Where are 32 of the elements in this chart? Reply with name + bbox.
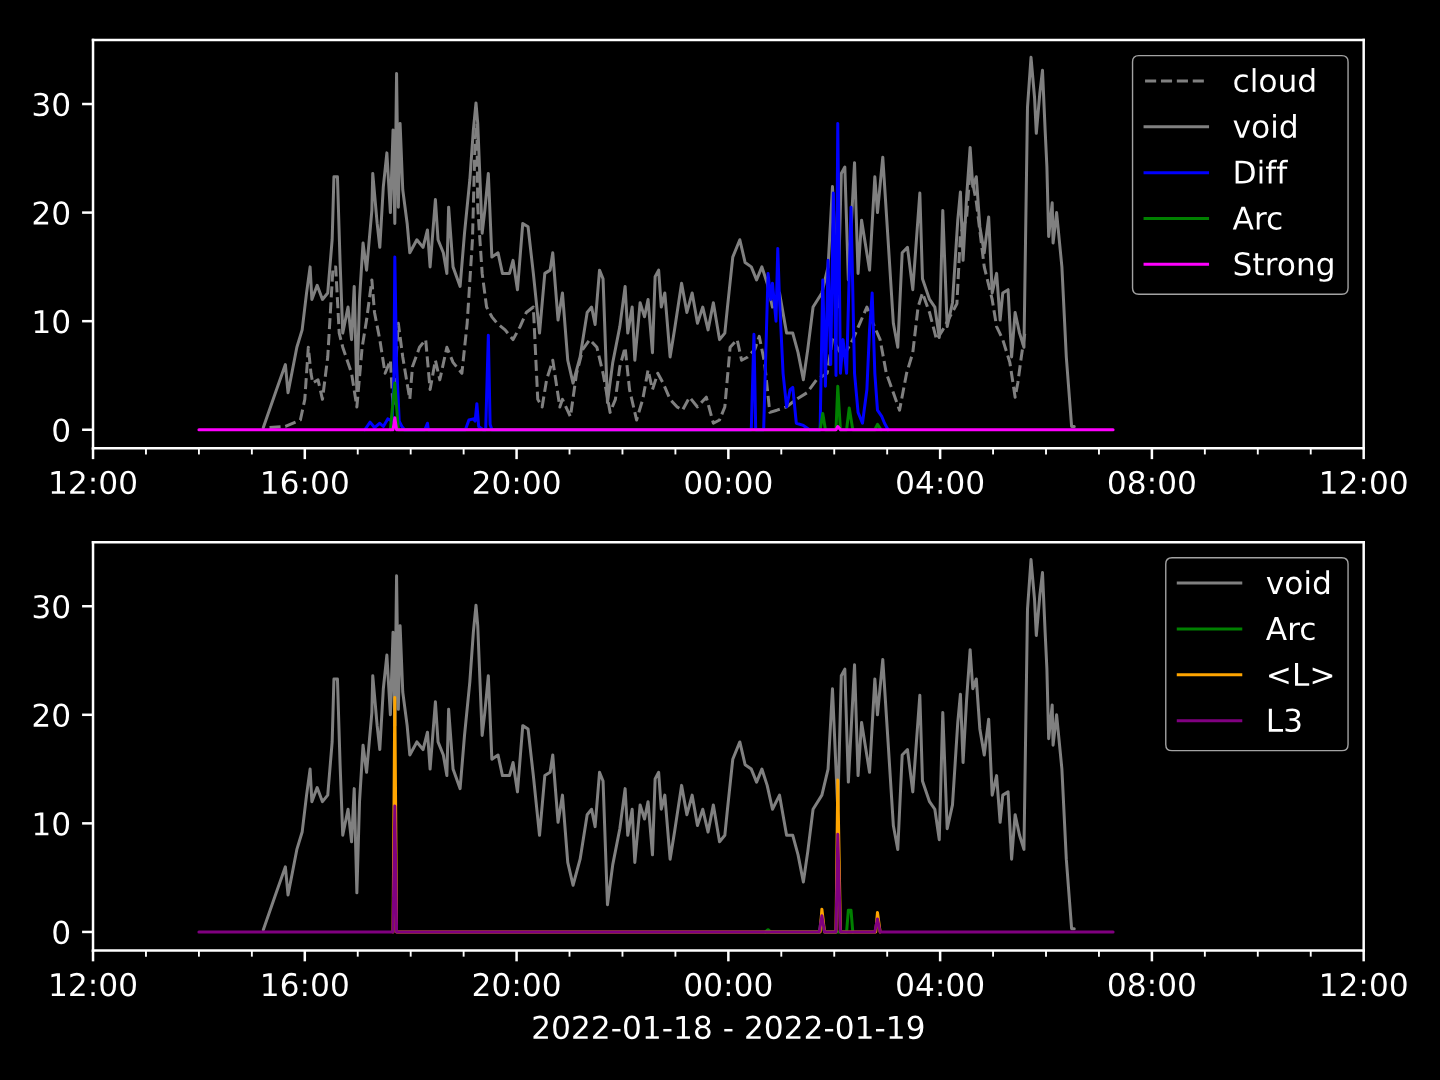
x-tick-label: 20:00 [473, 972, 560, 997]
legend-label: Arc [1266, 617, 1315, 641]
x-tick-label: 12:00 [51, 972, 136, 997]
y-tick-label: 20 [33, 201, 70, 225]
legend-label: cloud [1234, 68, 1315, 93]
legend-label: <L> [1269, 662, 1333, 686]
x-tick-label: 04:00 [897, 972, 984, 997]
x-tick-label: 08:00 [1108, 470, 1195, 495]
y-tick-label: 30 [33, 92, 70, 117]
x-tick-label: 08:00 [1108, 972, 1195, 997]
legend-label: void [1266, 570, 1330, 595]
legend-label: L3 [1268, 708, 1301, 733]
x-tick-label: 00:00 [685, 972, 772, 997]
x-tick-label: 12:00 [1322, 972, 1407, 997]
legend-label: Strong [1234, 252, 1333, 282]
legend-label: Arc [1232, 206, 1282, 230]
x-tick-label: 00:00 [685, 470, 772, 495]
x-tick-label: 20:00 [473, 470, 560, 495]
y-tick-label: 20 [33, 703, 70, 728]
y-tick-label: 0 [53, 920, 70, 945]
legend-label: Diff [1235, 159, 1288, 184]
x-tick-label: 12:00 [51, 470, 136, 495]
y-tick-label: 0 [53, 418, 70, 443]
x-tick-label: 04:00 [897, 470, 984, 495]
x-tick-label: 16:00 [263, 972, 348, 997]
y-tick-label: 30 [33, 594, 70, 619]
y-tick-label: 10 [34, 812, 70, 836]
legend-label: void [1233, 113, 1296, 139]
x-tick-label: 16:00 [263, 470, 348, 495]
x-tick-label: 12:00 [1322, 470, 1407, 495]
y-tick-label: 10 [34, 309, 70, 334]
x-axis-title: 2022-01-18 - 2022-01-19 [533, 1015, 924, 1040]
